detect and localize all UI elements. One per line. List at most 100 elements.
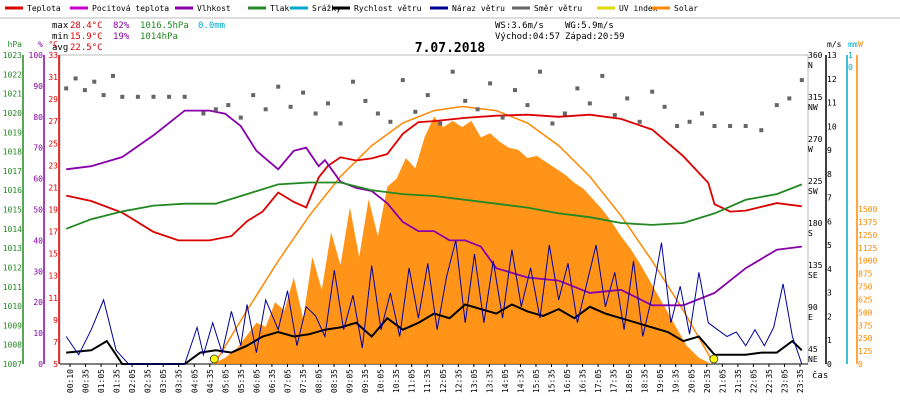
legend-label: UV index (619, 4, 658, 13)
wind-tick-label: 10 (827, 122, 837, 131)
x-tick-label: 22:05 (749, 369, 758, 393)
temp-tick-label: 7 (53, 338, 58, 347)
wind-direction-point (213, 107, 218, 112)
solar-tick-label: 625 (858, 295, 873, 304)
wind-tick-label: 0 (827, 360, 832, 369)
stat-avg-temp: 22.5°C (70, 43, 103, 53)
x-tick-label: 01:35 (113, 369, 122, 393)
wind-tick-label: 3 (827, 289, 832, 298)
direction-tick-label: 180 (808, 219, 823, 228)
temp-tick-label: 17 (48, 228, 58, 237)
temp-tick-label: 9 (53, 316, 58, 325)
hum-axis-unit: % (38, 40, 43, 49)
direction-tick-label: NW (808, 103, 818, 112)
wind-direction-point (167, 94, 172, 99)
wind-direction-point (612, 113, 617, 118)
wind-direction-point (101, 93, 106, 98)
x-tick-label: 21:35 (734, 369, 743, 393)
direction-tick-label: W (808, 145, 813, 154)
stats-panel: max 28.4°C 82% 1016.5hPa 0.0mm min 15.9°… (52, 21, 625, 53)
stat-min-hum: 19% (113, 32, 130, 42)
chart-title: 7.07.2018 (415, 41, 486, 56)
wind-direction-point (513, 88, 517, 93)
solar-tick-label: 1500 (858, 205, 877, 214)
wind-direction-point (650, 89, 655, 94)
hum-tick-label: 30 (33, 267, 43, 276)
hum-tick-label: 90 (33, 82, 43, 91)
press-tick-label: 1019 (3, 128, 22, 137)
legend-label: Pocitová teplota (92, 4, 169, 13)
press-tick-label: 1007 (3, 360, 22, 369)
series-solar-theoretical (213, 105, 715, 365)
wind-direction-point (301, 90, 306, 95)
direction-tick-label: 315 (808, 93, 823, 102)
wind-direction-point (226, 103, 231, 108)
wind-direction-point (562, 111, 567, 116)
wind-direction-point (625, 96, 630, 101)
wind-direction-point (587, 101, 592, 106)
x-tick-label: 03:35 (175, 369, 184, 393)
legend-label: Srážky (312, 4, 341, 13)
uv-marker (209, 354, 219, 364)
wind-direction-point (73, 76, 78, 81)
solar-tick-label: 750 (858, 283, 873, 292)
wind-direction-point (475, 107, 480, 112)
x-tick-label: 04:05 (190, 369, 199, 393)
solar-tick-label: 1375 (858, 218, 877, 227)
x-tick-label: 16:05 (563, 369, 572, 393)
x-tick-label: 13:35 (485, 369, 494, 393)
wind-direction-point (111, 73, 115, 78)
x-tick-label: 18:35 (641, 369, 650, 393)
x-tick-label: 16:35 (579, 369, 588, 393)
wind-tick-label: 9 (827, 146, 832, 155)
legend-label: Rychlost větru (354, 4, 422, 13)
wind-tick-label: 13 (827, 51, 837, 60)
wind-direction-point (92, 79, 97, 84)
temp-tick-label: 15 (48, 250, 58, 259)
wind-direction-point (799, 78, 804, 83)
x-tick-label: 08:35 (330, 369, 339, 393)
x-tick-label: 08:05 (315, 369, 324, 393)
wind-direction-point (787, 96, 792, 101)
wind-direction-point (182, 94, 187, 99)
x-tick-label: 03:05 (159, 369, 168, 393)
solar-tick-label: 250 (858, 334, 873, 343)
wind-direction-point (64, 86, 69, 91)
rain-tick-label: 1 (848, 51, 853, 60)
wind-direction-point (135, 94, 140, 99)
direction-tick-label: SE (808, 271, 818, 280)
x-tick-label: 07:35 (299, 369, 308, 393)
direction-tick-label: 45 (808, 345, 818, 354)
direction-tick-label: N (808, 61, 813, 70)
solar-tick-label: 875 (858, 270, 873, 279)
temp-tick-label: 23 (48, 161, 58, 170)
wind-tick-label: 11 (827, 99, 837, 108)
wind-direction-point (700, 111, 704, 116)
solar-tick-label: 375 (858, 321, 873, 330)
x-tick-label: 17:05 (594, 369, 603, 393)
temp-tick-label: 21 (48, 183, 58, 192)
wind-tick-label: 5 (827, 241, 832, 250)
hum-tick-label: 60 (33, 175, 43, 184)
stat-min-temp: 15.9°C (70, 32, 103, 42)
legend-label: Tlak (270, 4, 289, 13)
wind-direction-point (363, 98, 368, 103)
solar-tick-label: 1250 (858, 231, 877, 240)
x-axis-unit: čas (812, 370, 828, 381)
stat-sunrise: Východ:04:57 (495, 32, 560, 42)
x-tick-label: 17:35 (610, 369, 619, 393)
x-tick-label: 05:05 (221, 369, 230, 393)
wind-direction-point (538, 69, 542, 74)
solar-tick-label: 1000 (858, 257, 877, 266)
x-tick-label: 11:05 (408, 369, 417, 393)
wind-direction-point (637, 119, 642, 124)
wind-direction-point (338, 121, 343, 126)
x-tick-label: 14:05 (501, 369, 510, 393)
solar-tick-label: 0 (858, 360, 863, 369)
wind-direction-point (759, 128, 764, 133)
solar-tick-label: 1125 (858, 244, 877, 253)
x-tick-label: 01:05 (97, 369, 106, 393)
stat-min-press: 1014hPa (140, 32, 178, 42)
stat-max-temp: 28.4°C (70, 21, 103, 31)
